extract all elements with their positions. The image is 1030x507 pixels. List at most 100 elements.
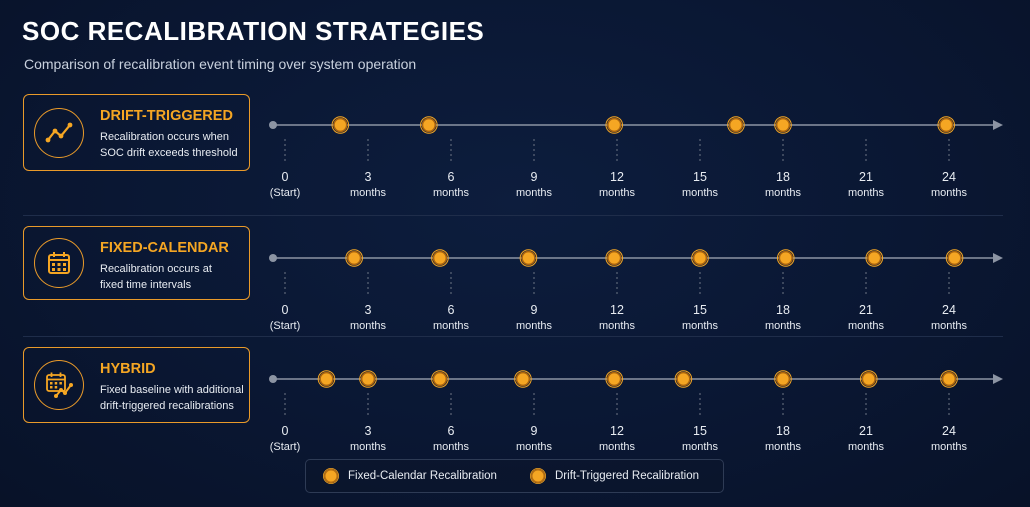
event-marker-ring bbox=[431, 370, 449, 388]
tick-label: 12 bbox=[610, 170, 624, 184]
tick-unit-label: months bbox=[350, 187, 387, 199]
event-marker bbox=[728, 117, 744, 133]
event-marker-ring bbox=[727, 116, 745, 134]
event-marker-ring bbox=[345, 249, 363, 267]
event-marker bbox=[607, 250, 622, 266]
tick-unit-label: months bbox=[848, 441, 885, 453]
tick-label: 18 bbox=[776, 170, 790, 184]
timeline-start-dot bbox=[269, 121, 277, 129]
timeline-arrow bbox=[993, 253, 1003, 263]
tick-label: 18 bbox=[776, 424, 790, 438]
event-marker-ring bbox=[420, 116, 438, 134]
tick-label: 0 bbox=[282, 170, 289, 184]
tick-label: 9 bbox=[531, 424, 538, 438]
tick-label: 21 bbox=[859, 170, 873, 184]
legend-item-drift: Drift-Triggered Recalibration bbox=[530, 460, 699, 492]
timeline-arrow bbox=[993, 120, 1003, 130]
strategy-name: DRIFT-TRIGGERED bbox=[100, 108, 233, 124]
tick-label: 3 bbox=[365, 303, 372, 317]
event-marker-ring bbox=[605, 370, 624, 388]
tick-unit-label: months bbox=[765, 187, 802, 199]
tick-label: 6 bbox=[448, 303, 455, 317]
tick-label: 9 bbox=[531, 170, 538, 184]
event-marker bbox=[432, 250, 448, 266]
tick-unit-label: months bbox=[433, 441, 470, 453]
page-subtitle: Comparison of recalibration event timing… bbox=[24, 56, 417, 72]
tick-label: 24 bbox=[942, 424, 956, 438]
event-marker bbox=[360, 371, 376, 387]
event-marker bbox=[515, 371, 531, 387]
event-marker-ring bbox=[605, 116, 624, 134]
event-marker-ring bbox=[859, 370, 878, 388]
event-marker bbox=[775, 371, 791, 387]
tick-label: 24 bbox=[942, 303, 956, 317]
drift-line-icon bbox=[34, 107, 84, 158]
event-marker bbox=[319, 371, 334, 387]
event-marker bbox=[941, 371, 957, 387]
event-marker bbox=[778, 250, 793, 266]
tick-label: 0 bbox=[282, 424, 289, 438]
legend-label: Drift-Triggered Recalibration bbox=[555, 470, 700, 482]
event-marker bbox=[775, 117, 791, 133]
tick-unit-label: months bbox=[599, 187, 636, 199]
tick-label: 9 bbox=[531, 303, 538, 317]
event-marker bbox=[692, 250, 708, 266]
event-marker bbox=[867, 250, 882, 266]
tick-label: 6 bbox=[448, 424, 455, 438]
strategy-name: HYBRID bbox=[100, 361, 156, 377]
tick-unit-label: months bbox=[350, 441, 387, 453]
event-marker bbox=[676, 371, 691, 387]
tick-unit-label: months bbox=[682, 187, 719, 199]
strategy-description: Fixed baseline with additional drift-tri… bbox=[100, 384, 244, 412]
drift-triggered-marker-icon bbox=[530, 468, 546, 484]
strategy-description: Recalibration occurs when SOC drift exce… bbox=[100, 131, 238, 159]
timeline-start-dot bbox=[269, 375, 277, 383]
event-marker-ring bbox=[317, 370, 336, 388]
tick-unit-label: months bbox=[931, 320, 968, 332]
tick-unit-label: months bbox=[765, 320, 802, 332]
tick-unit-label: months bbox=[516, 187, 553, 199]
tick-label: 21 bbox=[859, 303, 873, 317]
tick-label: 21 bbox=[859, 424, 873, 438]
timeline-arrow bbox=[993, 374, 1003, 384]
strategy-description: Recalibration occurs at fixed time inter… bbox=[100, 263, 212, 291]
tick-label: 24 bbox=[942, 170, 956, 184]
tick-unit-label: months bbox=[682, 320, 719, 332]
event-marker bbox=[421, 117, 437, 133]
event-marker-ring bbox=[774, 116, 792, 134]
calendar-trend-icon bbox=[34, 360, 84, 410]
strategy-card-drift: DRIFT-TRIGGERED Recalibration occurs whe… bbox=[23, 94, 250, 171]
tick-unit-label: months bbox=[848, 187, 885, 199]
event-marker-ring bbox=[774, 370, 792, 388]
tick-unit-label: months bbox=[848, 320, 885, 332]
tick-unit-label: months bbox=[599, 320, 636, 332]
event-marker-ring bbox=[605, 249, 624, 267]
event-marker-ring bbox=[674, 370, 693, 388]
timeline-start-dot bbox=[269, 254, 277, 262]
event-marker bbox=[521, 250, 536, 266]
event-marker bbox=[346, 250, 362, 266]
event-marker-ring bbox=[691, 249, 709, 267]
legend-label: Fixed-Calendar Recalibration bbox=[348, 470, 497, 482]
tick-start-label: (Start) bbox=[270, 320, 301, 332]
strategy-card-fixed: FIXED-CALENDAR Recalibration occurs at f… bbox=[23, 226, 250, 300]
tick-label: 0 bbox=[282, 303, 289, 317]
tick-unit-label: months bbox=[599, 441, 636, 453]
tick-label: 12 bbox=[610, 424, 624, 438]
event-marker-ring bbox=[940, 370, 958, 388]
tick-label: 15 bbox=[693, 303, 707, 317]
tick-unit-label: months bbox=[931, 441, 968, 453]
tick-unit-label: months bbox=[433, 320, 470, 332]
event-marker-ring bbox=[331, 116, 350, 134]
tick-start-label: (Start) bbox=[270, 441, 301, 453]
event-marker bbox=[607, 371, 622, 387]
strategy-name: FIXED-CALENDAR bbox=[100, 240, 229, 256]
event-marker bbox=[607, 117, 622, 133]
tick-unit-label: months bbox=[350, 320, 387, 332]
tick-unit-label: months bbox=[516, 441, 553, 453]
fixed-calendar-marker-icon bbox=[323, 468, 339, 484]
event-marker-ring bbox=[359, 370, 377, 388]
legend: Fixed-Calendar Recalibration Drift-Trigg… bbox=[305, 459, 724, 493]
event-marker-ring bbox=[519, 249, 538, 267]
